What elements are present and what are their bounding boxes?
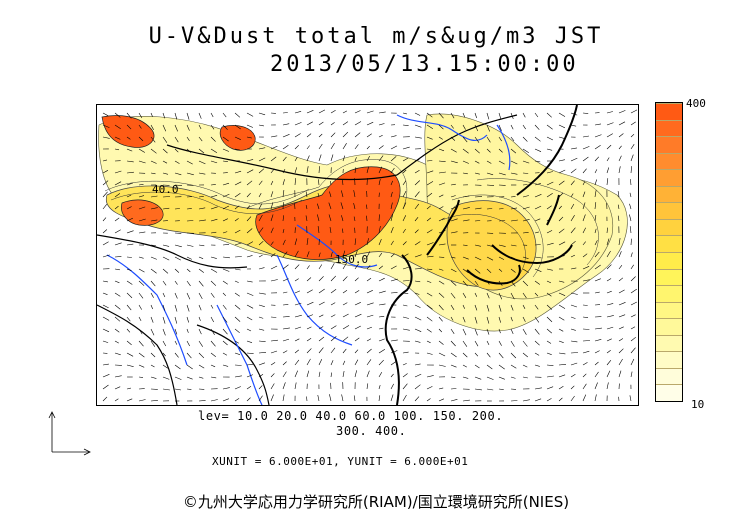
rivers [106, 114, 511, 405]
vector-units: XUNIT = 6.000E+01, YUNIT = 6.000E+01 [212, 455, 469, 468]
colorbar-segment [656, 185, 682, 203]
colorbar-segment [656, 169, 682, 187]
colorbar-segment [656, 235, 682, 253]
colorbar-segment [656, 119, 682, 137]
colorbar-segment [656, 384, 682, 402]
colorbar-segment [656, 301, 682, 319]
copyright-credit: ©九州大学応用力学研究所(RIAM)/国立環境研究所(NIES) [182, 493, 570, 511]
map-timestamp: 2013/05/13.15:00:00 [270, 52, 579, 77]
colorbar-segment [656, 268, 682, 286]
dust-concentration-map: 40.0 150.0 [96, 104, 639, 406]
colorbar-min-label: 10 [691, 398, 705, 411]
map-title: U-V&Dust total m/s&ug/m3 JST [148, 24, 604, 49]
colorbar-segment [656, 367, 682, 385]
colorbar-segment [656, 202, 682, 220]
dust-region-high-north [101, 115, 155, 148]
map-canvas: 40.0 150.0 [97, 105, 638, 405]
colorbar-segment [656, 152, 682, 170]
levels-line-2: 300. 400. [336, 424, 407, 438]
colorbar-segment [656, 285, 682, 303]
contour-lines [104, 159, 599, 281]
colorbar-segment [656, 318, 682, 336]
contour-label-40: 40.0 [152, 183, 179, 196]
colorbar-segment [656, 351, 682, 369]
colorbar-segment [656, 218, 682, 236]
contour-label-150: 150.0 [335, 253, 368, 266]
wind-vector-field [102, 109, 638, 402]
dust-region-medium-japan [446, 200, 537, 291]
colorbar-segment [656, 103, 682, 121]
country-borders [97, 114, 518, 405]
unit-vector-icon [48, 411, 91, 456]
dust-region-high-taklimakan [121, 199, 164, 226]
colorbar-segment [656, 252, 682, 270]
coastlines [384, 105, 578, 405]
dust-region-high-mongolia [219, 125, 256, 151]
levels-line-1: lev= 10.0 20.0 40.0 60.0 100. 150. 200. [198, 409, 504, 423]
colorbar-segment [656, 334, 682, 352]
colorbar-segment [656, 136, 682, 154]
concentration-colorbar [655, 102, 683, 402]
dust-region-high-central [255, 166, 401, 260]
colorbar-max-label: 400 [686, 97, 706, 110]
